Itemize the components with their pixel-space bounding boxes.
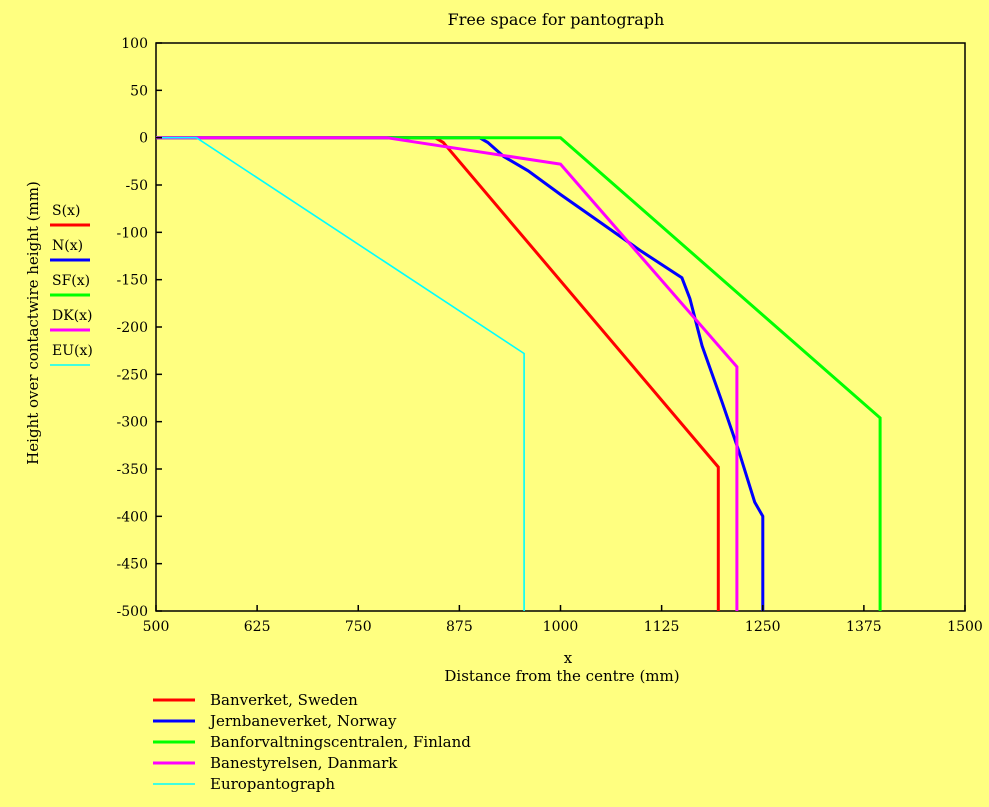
series-key-label: N(x): [52, 238, 83, 254]
chart-title: Free space for pantograph: [448, 10, 665, 29]
bottom-legend: Banverket, Sweden Jernbaneverket, Norway B…: [153, 691, 471, 793]
y-axis-ticks: 100 50 0 -50 -100 -150 -200 -250 -300 -350 -400 -45…: [117, 36, 162, 620]
y-tick-label: -500: [117, 604, 148, 620]
y-tick-label: 0: [139, 131, 148, 147]
x-tick-label: 1000: [543, 619, 579, 635]
legend-label: Banestyrelsen, Danmark: [210, 754, 398, 772]
legend-label: Jernbaneverket, Norway: [208, 712, 397, 730]
x-tick-label: 625: [244, 619, 271, 635]
y-tick-label: 50: [130, 83, 148, 99]
series-key-label: DK(x): [52, 308, 93, 324]
x-tick-label: 875: [446, 619, 473, 635]
y-tick-label: -100: [117, 225, 148, 241]
series-line-sx: [156, 136, 720, 611]
y-tick-label: -450: [117, 557, 148, 573]
x-tick-label: 1375: [846, 619, 882, 635]
legend-label: Banforvaltningscentralen, Finland: [210, 733, 471, 751]
y-tick-label: -150: [117, 273, 148, 289]
y-tick-label: -300: [117, 415, 148, 431]
series-key-label: EU(x): [52, 343, 93, 359]
y-tick-label: -50: [125, 178, 148, 194]
plot-frame: [155, 42, 966, 612]
x-tick-label: 1125: [644, 619, 680, 635]
y-tick-label: -250: [117, 367, 148, 383]
x-axis-sublabel: Distance from the centre (mm): [444, 667, 679, 685]
y-tick-label: -200: [117, 320, 148, 336]
series-line-nx: [156, 136, 765, 611]
series-key-legend: S(x) N(x) SF(x) DK(x) EU(x): [50, 203, 93, 366]
x-tick-label: 500: [143, 619, 170, 635]
y-axis-label: Height over contactwire height (mm): [24, 181, 42, 465]
series-key-label: S(x): [52, 203, 80, 219]
series-layer: [156, 136, 882, 611]
y-tick-label: 100: [121, 36, 148, 52]
series-line-dkx: [156, 136, 739, 611]
legend-label: Banverket, Sweden: [210, 691, 358, 709]
series-line-eux: [156, 136, 525, 611]
legend-label: Europantograph: [210, 775, 335, 793]
x-tick-label: 1500: [947, 619, 983, 635]
series-line-sfx: [156, 136, 882, 611]
y-tick-label: -350: [117, 462, 148, 478]
series-key-label: SF(x): [52, 273, 90, 289]
x-tick-label: 750: [345, 619, 372, 635]
x-axis-ticks: 500 625 750 875 1000 1125 1250 1375 1500: [143, 605, 983, 635]
x-axis-label: x: [564, 649, 573, 667]
y-tick-label: -400: [117, 509, 148, 525]
x-tick-label: 1250: [745, 619, 781, 635]
